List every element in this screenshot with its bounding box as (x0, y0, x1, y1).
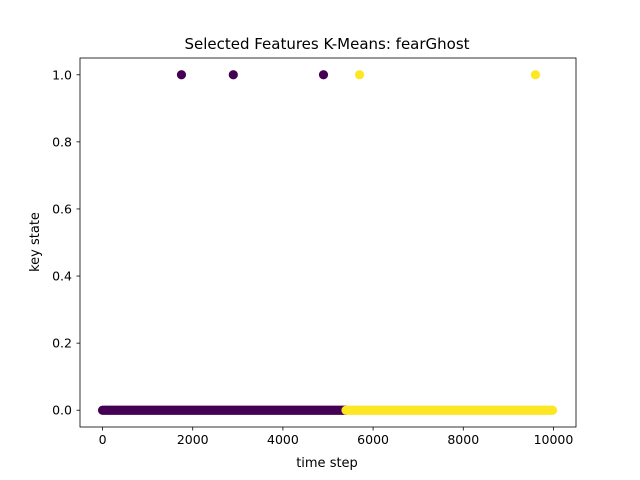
y-tick-label: 0.8 (52, 134, 72, 149)
y-tick-label: 0.0 (52, 403, 72, 418)
data-point-series-0-0 (176, 70, 187, 80)
x-tick-label: 10000 (534, 432, 574, 447)
x-tick-label: 4000 (267, 432, 299, 447)
data-point-series-1-1 (530, 70, 541, 80)
data-point-series-1-0 (354, 70, 365, 80)
data-point-series-0-2 (318, 70, 329, 80)
x-tick-label: 6000 (357, 432, 389, 447)
x-tick-label: 0 (99, 432, 107, 447)
plot-area (80, 58, 576, 427)
x-tick-label: 2000 (177, 432, 209, 447)
data-points (97, 70, 558, 415)
x-axis-ticks: 0 2000 4000 6000 8000 10000 (99, 427, 574, 447)
y-axis-label: key state (28, 212, 43, 272)
y-tick-label: 0.6 (52, 201, 72, 216)
y-tick-label: 0.4 (52, 269, 72, 284)
x-tick-label: 8000 (447, 432, 479, 447)
y-axis-ticks: 0.0 0.2 0.4 0.6 0.8 1.0 (52, 67, 80, 418)
x-axis-label: time step (296, 456, 358, 471)
plot-frame (79, 57, 577, 428)
data-point-series-0-1 (228, 70, 238, 80)
y-tick-label: 0.2 (52, 336, 72, 351)
chart-title: Selected Features K-Means: fearGhost (184, 35, 469, 53)
y-tick-label: 1.0 (52, 67, 72, 82)
